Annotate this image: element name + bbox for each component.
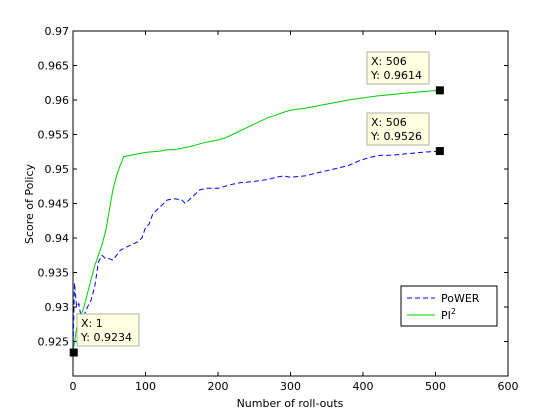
- x-axis-label: Number of roll-outs: [237, 397, 344, 410]
- legend-label-superscript: 2: [451, 307, 456, 316]
- datatip-y-label: Y: 0.9614: [370, 69, 422, 82]
- series-line-pi2: [72, 89, 440, 353]
- x-tick-label: 100: [135, 380, 156, 393]
- y-tick-label: 0.95: [45, 163, 70, 176]
- x-axis-ticks: 0 100 200 300 400 500 600: [70, 31, 519, 393]
- datatip-x-label: X: 506: [371, 116, 407, 129]
- legend: PoWER PI2: [400, 285, 498, 327]
- x-tick-label: 500: [425, 380, 446, 393]
- series-group: [72, 89, 440, 353]
- x-tick-label: 200: [208, 380, 229, 393]
- datatip-y-label: Y: 0.9234: [80, 331, 132, 344]
- legend-label: PoWER: [441, 292, 480, 305]
- series-line-power: [72, 150, 440, 353]
- datatip-x-label: X: 506: [371, 55, 407, 68]
- y-tick-label: 0.96: [45, 94, 70, 107]
- x-tick-label: 0: [70, 380, 77, 393]
- legend-label: PI2: [441, 307, 456, 322]
- y-tick-label: 0.955: [38, 129, 70, 142]
- legend-label-name: PI: [441, 309, 451, 322]
- y-tick-label: 0.94: [45, 232, 70, 245]
- y-axis-ticks: 0.925 0.93 0.935 0.94 0.945 0.95 0.955 0.96 0.96…: [38, 25, 508, 349]
- legend-box: [400, 285, 498, 327]
- datatip-marker: [435, 147, 444, 156]
- x-tick-label: 300: [280, 380, 301, 393]
- y-tick-label: 0.93: [45, 301, 70, 314]
- x-tick-label: 600: [498, 380, 519, 393]
- datatip-box: [366, 112, 430, 146]
- legend-label-name: PoWER: [441, 292, 480, 305]
- datatip-box: [76, 313, 140, 347]
- datatip-marker: [435, 86, 444, 95]
- y-axis-label: Score of Policy: [23, 163, 36, 244]
- x-tick-label: 400: [353, 380, 374, 393]
- datatip-box: [366, 51, 430, 85]
- datatip-x-label: X: 1: [81, 317, 103, 330]
- y-tick-label: 0.925: [38, 336, 70, 349]
- y-tick-label: 0.945: [38, 198, 70, 211]
- y-tick-label: 0.97: [45, 25, 70, 38]
- datatip-marker: [69, 348, 78, 357]
- y-tick-label: 0.965: [38, 60, 70, 73]
- y-tick-label: 0.935: [38, 267, 70, 280]
- datatip-y-label: Y: 0.9526: [370, 130, 422, 143]
